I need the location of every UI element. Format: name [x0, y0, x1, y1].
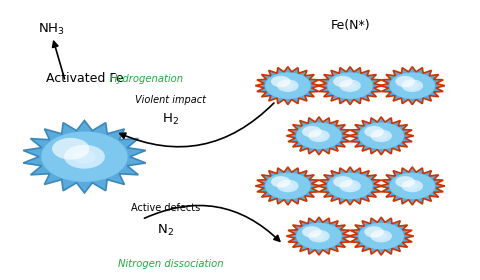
Circle shape [402, 180, 423, 192]
Circle shape [344, 183, 356, 190]
Circle shape [277, 80, 299, 92]
Circle shape [366, 127, 397, 145]
Polygon shape [255, 167, 321, 205]
Circle shape [52, 138, 89, 160]
Circle shape [267, 74, 308, 97]
Circle shape [330, 74, 371, 97]
Polygon shape [287, 217, 351, 255]
Circle shape [333, 176, 353, 188]
Polygon shape [380, 167, 445, 205]
Circle shape [73, 150, 96, 163]
Circle shape [361, 224, 402, 248]
Circle shape [41, 132, 128, 182]
Circle shape [359, 123, 404, 149]
Circle shape [327, 73, 373, 99]
Text: NH$_3$: NH$_3$ [37, 22, 64, 38]
Text: Hydrogenation: Hydrogenation [109, 74, 184, 84]
Circle shape [302, 226, 322, 238]
Circle shape [392, 74, 432, 97]
Circle shape [265, 73, 311, 99]
Circle shape [313, 132, 325, 139]
Circle shape [282, 183, 294, 190]
Circle shape [272, 177, 303, 195]
Circle shape [302, 126, 322, 137]
Circle shape [64, 145, 105, 169]
Circle shape [375, 233, 387, 240]
Circle shape [396, 176, 415, 188]
Circle shape [396, 76, 415, 87]
Text: N$_2$: N$_2$ [157, 223, 174, 238]
Text: Active defects: Active defects [131, 203, 201, 213]
Polygon shape [287, 117, 351, 155]
Circle shape [397, 77, 428, 95]
Circle shape [339, 180, 361, 192]
Polygon shape [380, 67, 445, 105]
Circle shape [271, 176, 290, 188]
Circle shape [296, 223, 342, 249]
Circle shape [335, 177, 366, 195]
Circle shape [55, 139, 114, 174]
Circle shape [359, 223, 404, 249]
Polygon shape [318, 67, 383, 105]
Circle shape [308, 230, 330, 242]
Circle shape [296, 123, 342, 149]
Polygon shape [23, 120, 146, 193]
Circle shape [406, 82, 418, 89]
Polygon shape [348, 117, 414, 155]
Circle shape [277, 180, 299, 192]
Circle shape [282, 82, 294, 89]
Circle shape [303, 227, 335, 245]
Polygon shape [348, 217, 414, 255]
Circle shape [303, 127, 335, 145]
Circle shape [406, 183, 418, 190]
Circle shape [308, 130, 330, 142]
Circle shape [271, 76, 290, 87]
Circle shape [390, 73, 435, 99]
Circle shape [299, 124, 339, 148]
Polygon shape [318, 167, 383, 205]
Circle shape [402, 80, 423, 92]
Circle shape [335, 77, 366, 95]
Circle shape [46, 134, 123, 179]
Circle shape [364, 226, 384, 238]
Circle shape [371, 130, 392, 142]
Circle shape [299, 224, 339, 248]
Circle shape [371, 230, 392, 242]
Circle shape [339, 80, 361, 92]
Circle shape [375, 132, 387, 139]
Circle shape [333, 76, 353, 87]
Polygon shape [255, 67, 321, 105]
Circle shape [397, 177, 428, 195]
Text: Nitrogen dissociation: Nitrogen dissociation [118, 259, 223, 269]
Circle shape [364, 126, 384, 137]
Circle shape [390, 173, 435, 199]
Text: H$_2$: H$_2$ [162, 111, 179, 127]
Circle shape [267, 174, 308, 198]
Circle shape [344, 82, 356, 89]
Circle shape [313, 233, 325, 240]
Circle shape [366, 227, 397, 245]
Circle shape [327, 173, 373, 199]
Text: Fe(N*): Fe(N*) [330, 19, 370, 32]
Circle shape [272, 77, 303, 95]
Text: Activated Fe: Activated Fe [46, 72, 123, 85]
Circle shape [392, 174, 432, 198]
Circle shape [265, 173, 311, 199]
Circle shape [361, 124, 402, 148]
Circle shape [330, 174, 371, 198]
Text: Violent impact: Violent impact [135, 95, 206, 105]
